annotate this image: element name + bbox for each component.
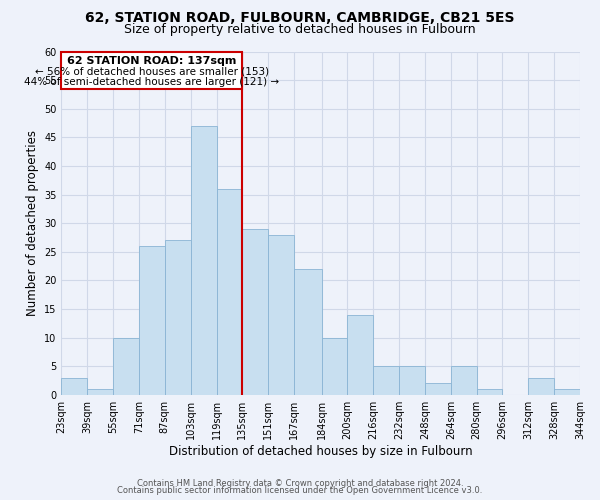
Bar [113, 338, 139, 394]
Bar [294, 269, 322, 394]
Bar [217, 189, 242, 394]
Bar [347, 314, 373, 394]
Bar [87, 389, 113, 394]
Text: Size of property relative to detached houses in Fulbourn: Size of property relative to detached ho… [124, 22, 476, 36]
Bar [242, 229, 268, 394]
Text: ← 56% of detached houses are smaller (153): ← 56% of detached houses are smaller (15… [35, 67, 269, 77]
Text: 44% of semi-detached houses are larger (121) →: 44% of semi-detached houses are larger (… [25, 77, 280, 87]
Bar [165, 240, 191, 394]
Bar [476, 389, 502, 394]
Bar [61, 378, 87, 394]
Bar [425, 384, 451, 394]
Text: Contains HM Land Registry data © Crown copyright and database right 2024.: Contains HM Land Registry data © Crown c… [137, 478, 463, 488]
Bar [399, 366, 425, 394]
Text: 62 STATION ROAD: 137sqm: 62 STATION ROAD: 137sqm [67, 56, 236, 66]
Text: Contains public sector information licensed under the Open Government Licence v3: Contains public sector information licen… [118, 486, 482, 495]
Bar [529, 378, 554, 394]
Bar [191, 126, 217, 394]
Text: 62, STATION ROAD, FULBOURN, CAMBRIDGE, CB21 5ES: 62, STATION ROAD, FULBOURN, CAMBRIDGE, C… [85, 12, 515, 26]
Bar [451, 366, 476, 394]
FancyBboxPatch shape [61, 52, 242, 88]
Y-axis label: Number of detached properties: Number of detached properties [26, 130, 38, 316]
X-axis label: Distribution of detached houses by size in Fulbourn: Distribution of detached houses by size … [169, 444, 473, 458]
Bar [139, 246, 165, 394]
Bar [268, 234, 294, 394]
Bar [322, 338, 347, 394]
Bar [373, 366, 399, 394]
Bar [554, 389, 580, 394]
